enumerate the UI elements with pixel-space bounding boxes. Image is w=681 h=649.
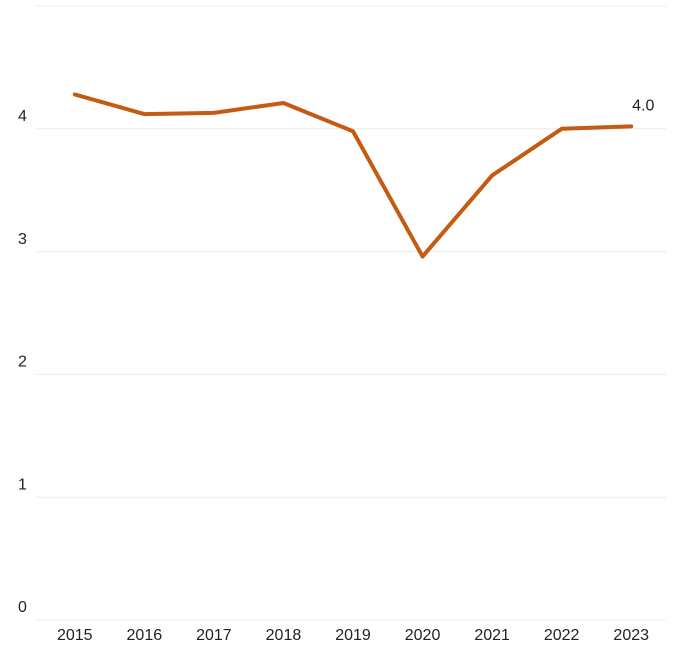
x-tick-label: 2017 [196,627,232,644]
x-tick-label: 2020 [405,627,441,644]
line [72,92,634,259]
y-tick-label: 0 [18,599,27,616]
x-tick-label: 2019 [335,627,371,644]
data-label: 4.0 [632,98,654,115]
x-tick-label: 2021 [474,627,510,644]
x-tick-label: 2018 [266,627,302,644]
y-tick-label: 5 [18,0,27,2]
y-tick-label: 1 [18,476,27,493]
x-tick-label: 2015 [57,627,93,644]
y-tick-label: 3 [18,231,27,248]
x-tick-label: 2016 [127,627,163,644]
y-tick-label: 2 [18,354,27,371]
x-tick-label: 2023 [613,627,649,644]
x-tick-label: 2022 [544,627,580,644]
y-tick-label: 4 [18,108,27,125]
